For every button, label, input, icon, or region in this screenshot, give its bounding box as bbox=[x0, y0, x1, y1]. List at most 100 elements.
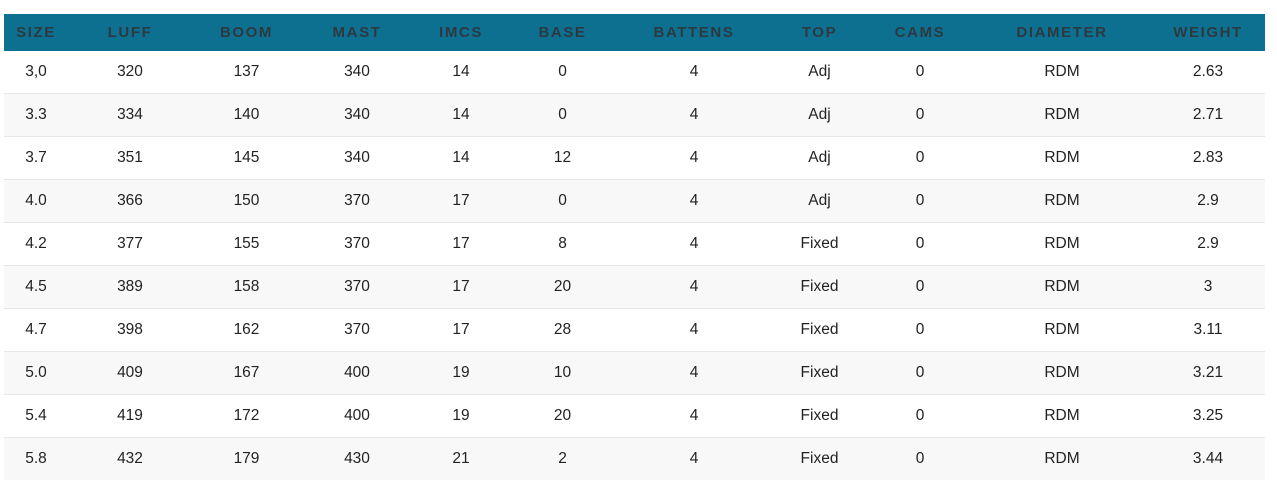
cell-boom: 162 bbox=[192, 308, 301, 352]
cell-mast: 430 bbox=[301, 437, 413, 480]
cell-luff: 419 bbox=[68, 394, 192, 438]
cell-mast: 370 bbox=[301, 222, 413, 266]
table-row: 5.4 419 172 400 19 20 4 Fixed 0 RDM 3.25 bbox=[4, 394, 1265, 438]
cell-size: 4.7 bbox=[4, 308, 68, 352]
cell-weight: 2.63 bbox=[1151, 51, 1265, 94]
cell-cams: 0 bbox=[867, 308, 973, 352]
cell-cams: 0 bbox=[867, 265, 973, 309]
cell-imcs: 21 bbox=[413, 437, 509, 480]
table-row: 4.5 389 158 370 17 20 4 Fixed 0 RDM 3 bbox=[4, 265, 1265, 309]
cell-top: Adj bbox=[772, 93, 867, 137]
cell-weight: 2.9 bbox=[1151, 179, 1265, 223]
cell-weight: 3 bbox=[1151, 265, 1265, 309]
cell-boom: 137 bbox=[192, 51, 301, 94]
table-row: 4.2 377 155 370 17 8 4 Fixed 0 RDM 2.9 bbox=[4, 222, 1265, 266]
table-row: 3.3 334 140 340 14 0 4 Adj 0 RDM 2.71 bbox=[4, 93, 1265, 137]
cell-weight: 3.11 bbox=[1151, 308, 1265, 352]
cell-cams: 0 bbox=[867, 51, 973, 94]
cell-mast: 370 bbox=[301, 308, 413, 352]
cell-luff: 320 bbox=[68, 51, 192, 94]
cell-cams: 0 bbox=[867, 222, 973, 266]
cell-cams: 0 bbox=[867, 437, 973, 480]
column-header-base: BASE bbox=[509, 14, 616, 51]
cell-imcs: 14 bbox=[413, 51, 509, 94]
table-row: 4.7 398 162 370 17 28 4 Fixed 0 RDM 3.11 bbox=[4, 308, 1265, 352]
cell-size: 4.5 bbox=[4, 265, 68, 309]
cell-boom: 179 bbox=[192, 437, 301, 480]
cell-top: Adj bbox=[772, 136, 867, 180]
cell-battens: 4 bbox=[616, 222, 772, 266]
cell-cams: 0 bbox=[867, 93, 973, 137]
cell-diameter: RDM bbox=[973, 437, 1151, 480]
cell-cams: 0 bbox=[867, 179, 973, 223]
cell-battens: 4 bbox=[616, 93, 772, 137]
column-header-top: TOP bbox=[772, 14, 867, 51]
cell-weight: 2.83 bbox=[1151, 136, 1265, 180]
column-header-weight: WEIGHT bbox=[1151, 14, 1265, 51]
cell-base: 12 bbox=[509, 136, 616, 180]
cell-size: 4.2 bbox=[4, 222, 68, 266]
cell-boom: 158 bbox=[192, 265, 301, 309]
cell-mast: 370 bbox=[301, 179, 413, 223]
cell-top: Fixed bbox=[772, 308, 867, 352]
cell-luff: 389 bbox=[68, 265, 192, 309]
cell-battens: 4 bbox=[616, 351, 772, 395]
cell-size: 3.3 bbox=[4, 93, 68, 137]
column-header-mast: MAST bbox=[301, 14, 413, 51]
cell-diameter: RDM bbox=[973, 93, 1151, 137]
cell-boom: 167 bbox=[192, 351, 301, 395]
cell-luff: 409 bbox=[68, 351, 192, 395]
cell-mast: 340 bbox=[301, 93, 413, 137]
cell-diameter: RDM bbox=[973, 351, 1151, 395]
cell-size: 3,0 bbox=[4, 51, 68, 94]
cell-size: 5.8 bbox=[4, 437, 68, 480]
cell-mast: 340 bbox=[301, 136, 413, 180]
cell-weight: 3.21 bbox=[1151, 351, 1265, 395]
sail-size-table: SIZE LUFF BOOM MAST IMCS BASE BATTENS TO… bbox=[4, 14, 1265, 480]
cell-weight: 3.44 bbox=[1151, 437, 1265, 480]
cell-top: Fixed bbox=[772, 265, 867, 309]
cell-cams: 0 bbox=[867, 394, 973, 438]
cell-top: Fixed bbox=[772, 437, 867, 480]
cell-mast: 400 bbox=[301, 394, 413, 438]
cell-diameter: RDM bbox=[973, 179, 1151, 223]
cell-luff: 432 bbox=[68, 437, 192, 480]
cell-base: 20 bbox=[509, 265, 616, 309]
table-row: 5.8 432 179 430 21 2 4 Fixed 0 RDM 3.44 bbox=[4, 437, 1265, 480]
cell-luff: 398 bbox=[68, 308, 192, 352]
table-header: SIZE LUFF BOOM MAST IMCS BASE BATTENS TO… bbox=[4, 14, 1265, 51]
cell-battens: 4 bbox=[616, 308, 772, 352]
cell-top: Adj bbox=[772, 51, 867, 94]
cell-battens: 4 bbox=[616, 394, 772, 438]
cell-base: 28 bbox=[509, 308, 616, 352]
column-header-boom: BOOM bbox=[192, 14, 301, 51]
cell-luff: 377 bbox=[68, 222, 192, 266]
cell-top: Fixed bbox=[772, 351, 867, 395]
cell-boom: 172 bbox=[192, 394, 301, 438]
column-header-cams: CAMS bbox=[867, 14, 973, 51]
cell-imcs: 14 bbox=[413, 93, 509, 137]
cell-cams: 0 bbox=[867, 351, 973, 395]
sail-size-table-container: SIZE LUFF BOOM MAST IMCS BASE BATTENS TO… bbox=[4, 14, 1265, 480]
cell-top: Adj bbox=[772, 179, 867, 223]
cell-base: 2 bbox=[509, 437, 616, 480]
cell-mast: 340 bbox=[301, 51, 413, 94]
table-body: 3,0 320 137 340 14 0 4 Adj 0 RDM 2.63 3.3 334 140 340 1… bbox=[4, 51, 1265, 480]
cell-size: 5.0 bbox=[4, 351, 68, 395]
cell-diameter: RDM bbox=[973, 51, 1151, 94]
column-header-imcs: IMCS bbox=[413, 14, 509, 51]
cell-luff: 366 bbox=[68, 179, 192, 223]
cell-imcs: 17 bbox=[413, 265, 509, 309]
cell-imcs: 14 bbox=[413, 136, 509, 180]
cell-base: 10 bbox=[509, 351, 616, 395]
cell-diameter: RDM bbox=[973, 308, 1151, 352]
cell-cams: 0 bbox=[867, 136, 973, 180]
table-row: 4.0 366 150 370 17 0 4 Adj 0 RDM 2.9 bbox=[4, 179, 1265, 223]
cell-luff: 334 bbox=[68, 93, 192, 137]
cell-luff: 351 bbox=[68, 136, 192, 180]
cell-boom: 140 bbox=[192, 93, 301, 137]
header-row: SIZE LUFF BOOM MAST IMCS BASE BATTENS TO… bbox=[4, 14, 1265, 51]
cell-diameter: RDM bbox=[973, 222, 1151, 266]
cell-battens: 4 bbox=[616, 51, 772, 94]
column-header-size: SIZE bbox=[4, 14, 68, 51]
